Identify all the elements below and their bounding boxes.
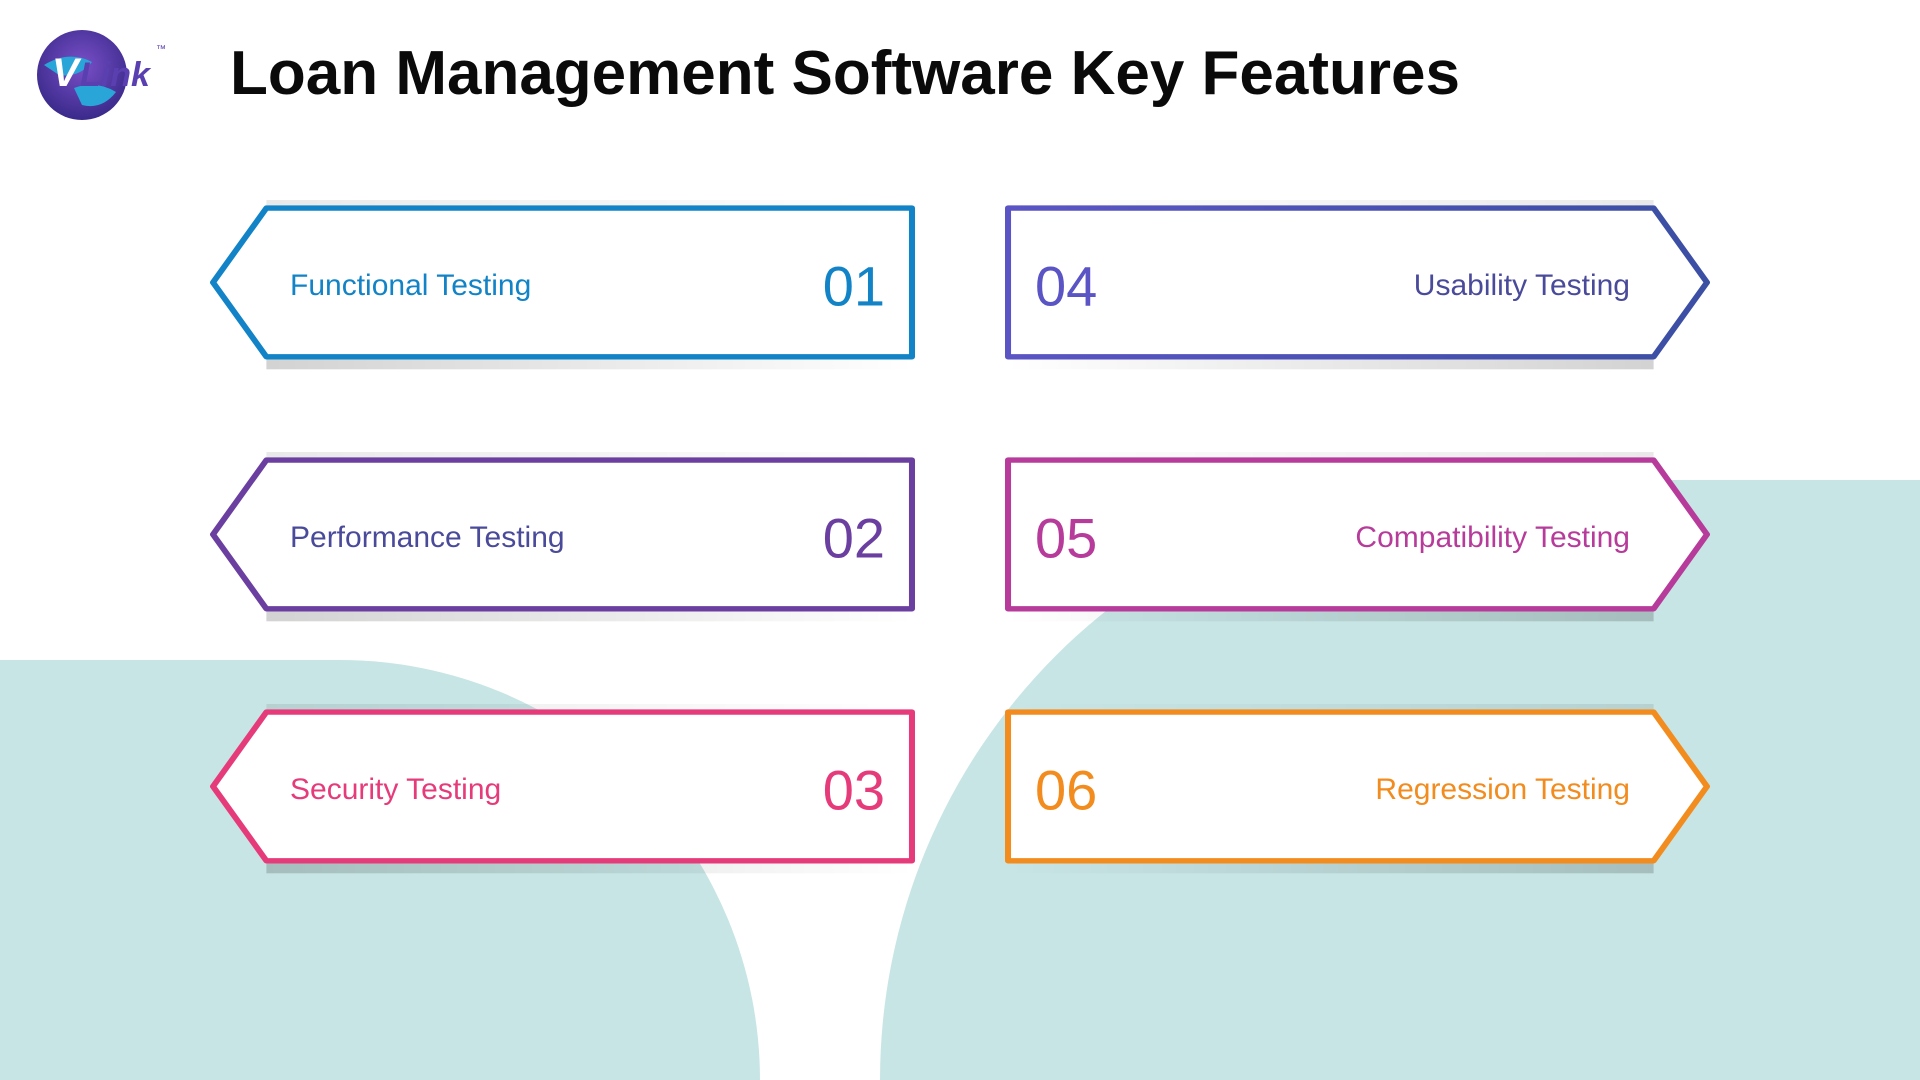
feature-label: Security Testing [290,773,501,807]
svg-text:V: V [52,51,82,95]
feature-card-06: Regression Testing 06 [1005,704,1710,876]
svg-text:Link: Link [80,56,152,94]
feature-number: 05 [1035,506,1097,571]
feature-label: Usability Testing [1414,269,1630,303]
page-title: Loan Management Software Key Features [230,38,1460,109]
feature-label: Compatibility Testing [1355,521,1630,555]
features-grid: Functional Testing 01 Usability Testing 04 P… [0,200,1920,876]
feature-label: Performance Testing [290,521,565,555]
logo: V Link ™ [24,20,174,130]
feature-label: Functional Testing [290,269,531,303]
svg-text:™: ™ [156,44,166,55]
feature-card-01: Functional Testing 01 [210,200,915,372]
feature-card-04: Usability Testing 04 [1005,200,1710,372]
feature-number: 02 [823,506,885,571]
feature-number: 06 [1035,758,1097,823]
feature-label: Regression Testing [1375,773,1630,807]
feature-card-02: Performance Testing 02 [210,452,915,624]
feature-number: 01 [823,254,885,319]
feature-number: 03 [823,758,885,823]
feature-number: 04 [1035,254,1097,319]
feature-card-05: Compatibility Testing 05 [1005,452,1710,624]
feature-card-03: Security Testing 03 [210,704,915,876]
